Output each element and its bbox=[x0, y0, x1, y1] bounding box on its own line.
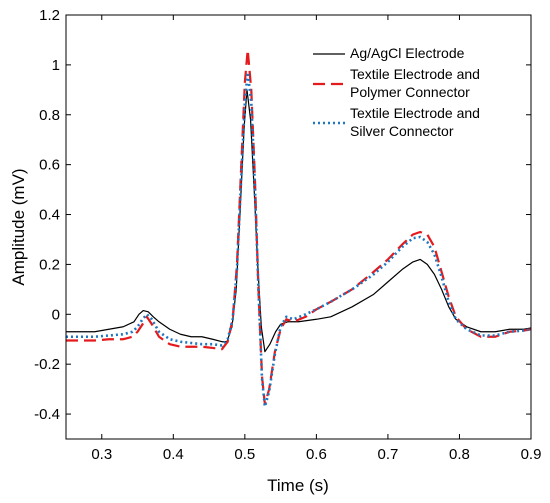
x-tick-label: 0.5 bbox=[234, 446, 255, 463]
y-tick-label: -0.2 bbox=[34, 356, 60, 373]
y-tick-label: 0 bbox=[52, 306, 60, 323]
y-axis-ticks: -0.4 -0.2 0 0.2 0.4 0.6 0.8 1 1.2 bbox=[34, 7, 531, 423]
series-lines bbox=[66, 48, 531, 408]
x-tick-label: 0.9 bbox=[521, 446, 542, 463]
legend-label-2: Textile Electrode and Polymer Connector bbox=[350, 66, 480, 100]
y-tick-label: 0.8 bbox=[39, 107, 60, 124]
legend-label-1: Ag/AgCl Electrode bbox=[350, 45, 465, 61]
y-tick-label: 1.2 bbox=[39, 7, 60, 24]
x-tick-label: 0.4 bbox=[163, 446, 184, 463]
series-line-1 bbox=[66, 89, 531, 353]
x-tick-label: 0.3 bbox=[91, 446, 112, 463]
x-tick-label: 0.8 bbox=[449, 446, 470, 463]
y-axis-label: Amplitude (mV) bbox=[9, 168, 28, 285]
y-tick-label: 1 bbox=[52, 57, 60, 74]
legend-label-3: Textile Electrode and Silver Connector bbox=[350, 105, 480, 139]
y-tick-label: 0.4 bbox=[39, 207, 60, 224]
x-tick-label: 0.6 bbox=[306, 446, 327, 463]
x-tick-label: 0.7 bbox=[377, 446, 398, 463]
y-tick-label: 0.2 bbox=[39, 256, 60, 273]
x-axis-ticks: 0.3 0.4 0.5 0.6 0.7 0.8 0.9 bbox=[91, 15, 541, 463]
series-line-2 bbox=[66, 48, 531, 406]
x-axis-label: Time (s) bbox=[267, 476, 329, 495]
legend: Ag/AgCl Electrode Textile Electrode and Po… bbox=[313, 45, 480, 139]
plot-frame bbox=[65, 14, 532, 440]
y-tick-label: -0.4 bbox=[34, 406, 60, 423]
series-line-3 bbox=[66, 71, 531, 408]
y-tick-label: 0.6 bbox=[39, 157, 60, 174]
